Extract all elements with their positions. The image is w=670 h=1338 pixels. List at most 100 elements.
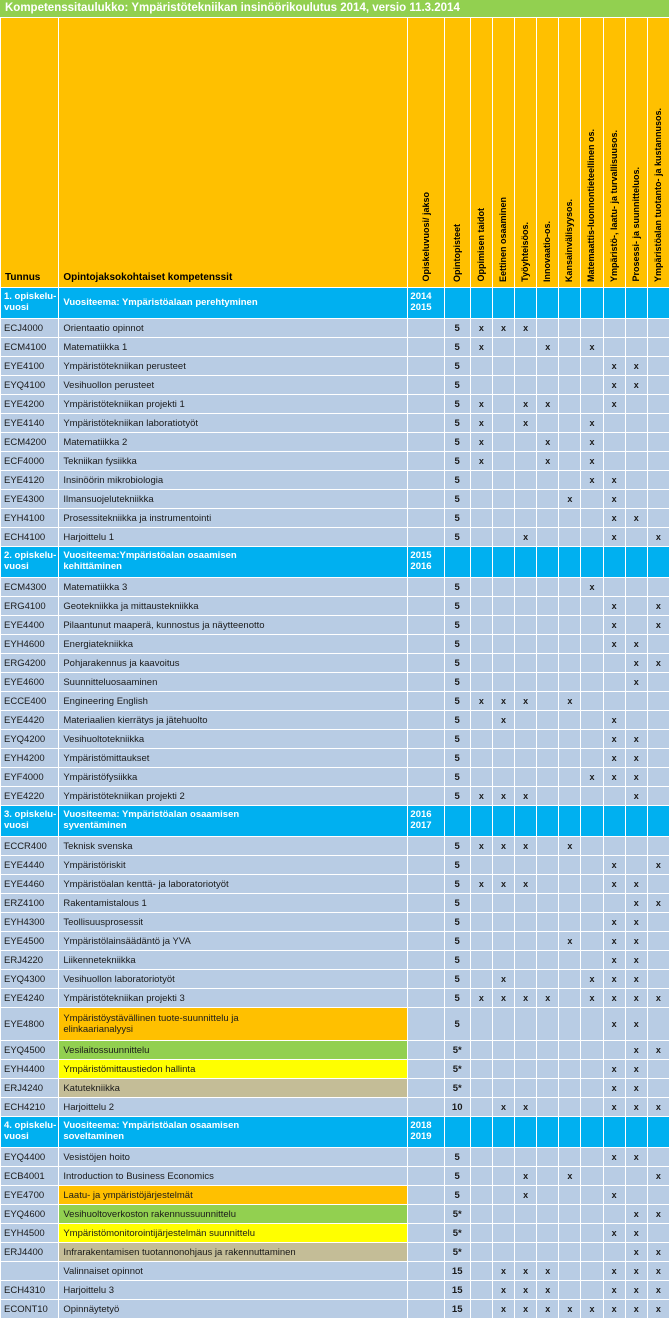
competency-mark-cell[interactable]: x bbox=[646, 988, 670, 1008]
competency-mark-cell[interactable] bbox=[580, 1040, 604, 1060]
competency-mark-cell[interactable] bbox=[536, 931, 560, 951]
competency-mark-cell[interactable] bbox=[536, 356, 560, 376]
competency-mark-cell[interactable] bbox=[580, 1223, 604, 1243]
competency-mark-cell[interactable] bbox=[624, 836, 648, 856]
competency-mark-cell[interactable] bbox=[536, 1059, 560, 1079]
competency-mark-cell[interactable]: x bbox=[624, 1007, 648, 1041]
competency-mark-cell[interactable] bbox=[469, 1261, 493, 1281]
competency-mark-cell[interactable] bbox=[536, 527, 560, 547]
table-row[interactable]: EYE4800 Ympäristöystävällinen tuote-suunn… bbox=[0, 1007, 670, 1041]
competency-mark-cell[interactable] bbox=[514, 855, 538, 875]
competency-mark-cell[interactable] bbox=[491, 748, 516, 768]
competency-mark-cell[interactable]: x bbox=[624, 969, 648, 989]
competency-mark-cell[interactable] bbox=[580, 1147, 604, 1167]
competency-mark-cell[interactable]: x bbox=[602, 1185, 626, 1205]
competency-mark-cell[interactable]: x bbox=[602, 874, 626, 894]
competency-mark-cell[interactable] bbox=[580, 710, 604, 730]
competency-mark-cell[interactable]: x bbox=[602, 931, 626, 951]
competency-mark-cell[interactable] bbox=[646, 634, 670, 654]
competency-mark-cell[interactable] bbox=[646, 748, 670, 768]
competency-mark-cell[interactable]: x bbox=[602, 1078, 626, 1098]
competency-mark-cell[interactable]: x bbox=[491, 1097, 516, 1117]
competency-mark-cell[interactable] bbox=[536, 912, 560, 932]
competency-mark-cell[interactable] bbox=[469, 1147, 493, 1167]
competency-mark-cell[interactable] bbox=[646, 356, 670, 376]
competency-mark-cell[interactable] bbox=[558, 413, 582, 433]
competency-mark-cell[interactable] bbox=[646, 710, 670, 730]
table-row[interactable]: ERG4200 Pohjarakennus ja kaavoitus 5 x x bbox=[0, 653, 670, 673]
competency-mark-cell[interactable] bbox=[536, 375, 560, 395]
competency-mark-cell[interactable]: x bbox=[602, 748, 626, 768]
table-row[interactable]: EYE4440 Ympäristöriskit 5 x x bbox=[0, 855, 670, 875]
competency-mark-cell[interactable] bbox=[536, 1147, 560, 1167]
table-row[interactable]: EYE4100 Ympäristötekniikan perusteet 5 x x bbox=[0, 356, 670, 376]
competency-mark-cell[interactable]: x bbox=[646, 1280, 670, 1300]
table-row[interactable]: ERJ4400 Infrarakentamisen tuotannonohjaus… bbox=[0, 1242, 670, 1262]
competency-mark-cell[interactable] bbox=[514, 672, 538, 692]
competency-mark-cell[interactable] bbox=[536, 1242, 560, 1262]
table-row[interactable]: EYE4420 Materiaalien kierrätys ja jätehuo… bbox=[0, 710, 670, 730]
competency-mark-cell[interactable] bbox=[514, 489, 538, 509]
competency-mark-cell[interactable] bbox=[558, 710, 582, 730]
competency-mark-cell[interactable]: x bbox=[580, 470, 604, 490]
competency-mark-cell[interactable]: x bbox=[602, 1007, 626, 1041]
competency-mark-cell[interactable]: x bbox=[491, 1261, 516, 1281]
competency-mark-cell[interactable] bbox=[536, 577, 560, 597]
competency-mark-cell[interactable] bbox=[491, 527, 516, 547]
competency-mark-cell[interactable] bbox=[536, 318, 560, 338]
competency-mark-cell[interactable] bbox=[536, 855, 560, 875]
competency-mark-cell[interactable]: x bbox=[602, 855, 626, 875]
competency-mark-cell[interactable] bbox=[558, 318, 582, 338]
competency-mark-cell[interactable] bbox=[646, 691, 670, 711]
competency-mark-cell[interactable] bbox=[580, 893, 604, 913]
competency-mark-cell[interactable] bbox=[602, 318, 626, 338]
competency-mark-cell[interactable]: x bbox=[624, 653, 648, 673]
competency-mark-cell[interactable]: x bbox=[624, 874, 648, 894]
competency-mark-cell[interactable]: x bbox=[646, 855, 670, 875]
competency-mark-cell[interactable] bbox=[536, 874, 560, 894]
competency-mark-cell[interactable]: x bbox=[469, 691, 493, 711]
table-row[interactable]: EYF4000 Ympäristöfysiikka 5 x x x bbox=[0, 767, 670, 787]
table-row[interactable]: EYE4140 Ympäristötekniikan laboratiotyöt 5… bbox=[0, 413, 670, 433]
competency-mark-cell[interactable] bbox=[514, 1040, 538, 1060]
competency-mark-cell[interactable]: x bbox=[514, 318, 538, 338]
table-row[interactable]: EYE4400 Pilaantunut maaperä, kunnostus ja… bbox=[0, 615, 670, 635]
competency-mark-cell[interactable]: x bbox=[624, 912, 648, 932]
competency-mark-cell[interactable] bbox=[580, 1280, 604, 1300]
competency-mark-cell[interactable] bbox=[646, 318, 670, 338]
competency-mark-cell[interactable] bbox=[491, 634, 516, 654]
competency-mark-cell[interactable]: x bbox=[602, 489, 626, 509]
table-row[interactable]: EYE4600 Suunnitteluosaaminen 5 x bbox=[0, 672, 670, 692]
competency-mark-cell[interactable]: x bbox=[558, 691, 582, 711]
competency-mark-cell[interactable] bbox=[536, 691, 560, 711]
competency-mark-cell[interactable]: x bbox=[646, 615, 670, 635]
competency-mark-cell[interactable] bbox=[514, 969, 538, 989]
competency-mark-cell[interactable] bbox=[491, 1242, 516, 1262]
competency-mark-cell[interactable] bbox=[491, 767, 516, 787]
table-row[interactable]: ECF4000 Tekniikan fysiikka 5 x x x bbox=[0, 451, 670, 471]
competency-mark-cell[interactable] bbox=[558, 470, 582, 490]
competency-mark-cell[interactable] bbox=[624, 413, 648, 433]
competency-mark-cell[interactable]: x bbox=[469, 318, 493, 338]
competency-mark-cell[interactable] bbox=[536, 508, 560, 528]
competency-mark-cell[interactable]: x bbox=[514, 1166, 538, 1186]
competency-mark-cell[interactable] bbox=[558, 786, 582, 806]
competency-mark-cell[interactable] bbox=[646, 767, 670, 787]
competency-mark-cell[interactable]: x bbox=[558, 489, 582, 509]
competency-mark-cell[interactable]: x bbox=[624, 356, 648, 376]
competency-mark-cell[interactable] bbox=[558, 615, 582, 635]
competency-mark-cell[interactable]: x bbox=[624, 1242, 648, 1262]
competency-mark-cell[interactable]: x bbox=[536, 988, 560, 1008]
competency-mark-cell[interactable] bbox=[536, 1204, 560, 1224]
table-row[interactable]: EYQ4300 Vesihuollon laboratoriotyöt 5 x x x x bbox=[0, 969, 670, 989]
competency-mark-cell[interactable] bbox=[602, 691, 626, 711]
competency-mark-cell[interactable]: x bbox=[491, 836, 516, 856]
competency-mark-cell[interactable]: x bbox=[536, 432, 560, 452]
competency-mark-cell[interactable]: x bbox=[536, 451, 560, 471]
table-row[interactable]: EYH4100 Prosessitekniikka ja instrumentoi… bbox=[0, 508, 670, 528]
competency-mark-cell[interactable]: x bbox=[514, 1261, 538, 1281]
competency-mark-cell[interactable] bbox=[624, 451, 648, 471]
competency-mark-cell[interactable] bbox=[536, 969, 560, 989]
